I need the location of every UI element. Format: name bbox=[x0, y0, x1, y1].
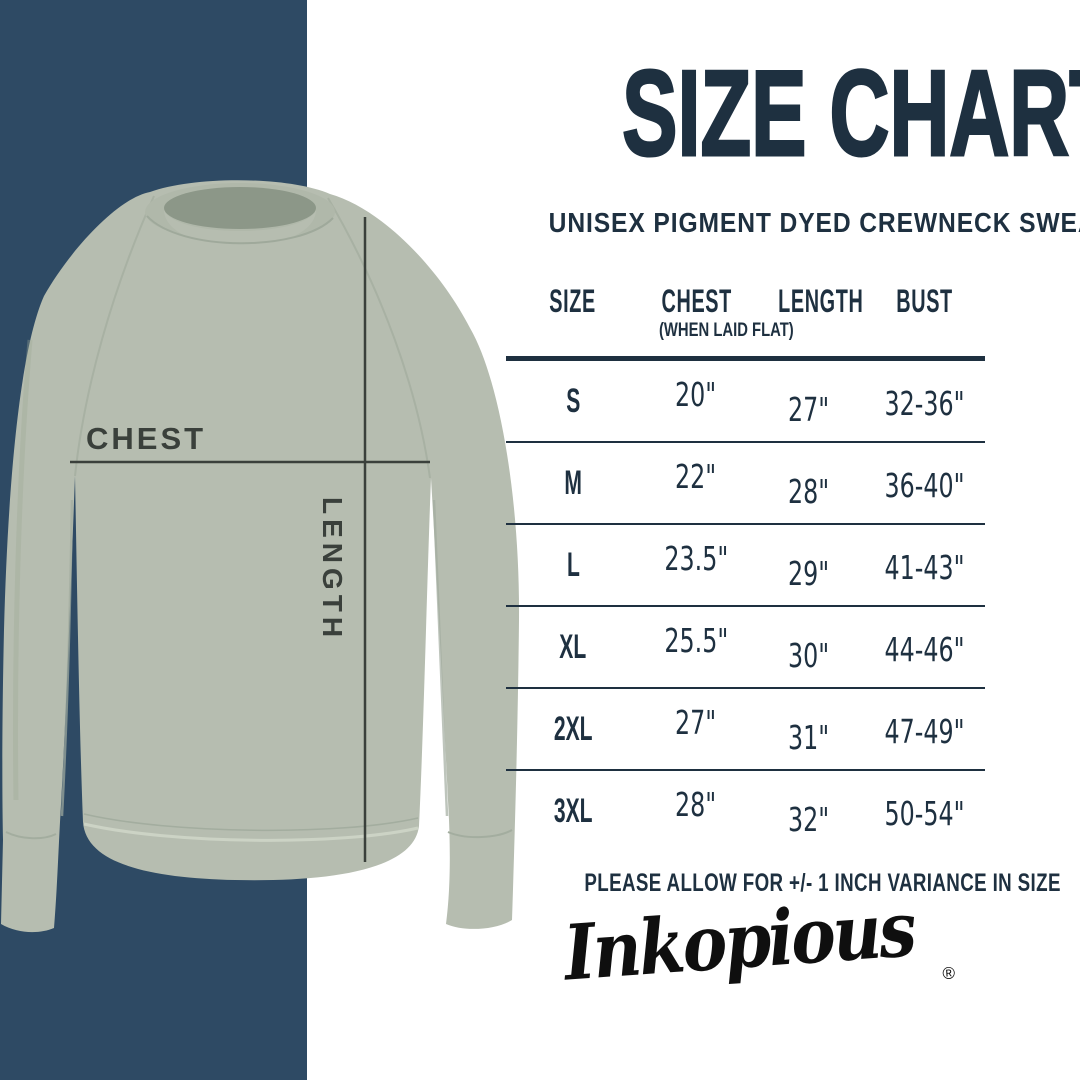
cell-length: 29" bbox=[787, 553, 830, 593]
cell-bust: 32-36" bbox=[885, 383, 965, 423]
cell-bust: 44-46" bbox=[885, 629, 965, 669]
cell-chest: 20" bbox=[675, 374, 717, 414]
cell-chest: 23.5" bbox=[664, 538, 728, 578]
table-row-l: L 23.5" 29" 41-43" bbox=[506, 525, 985, 607]
variance-note: PLEASE ALLOW FOR +/- 1 INCH VARIANCE IN … bbox=[584, 869, 1061, 897]
sweatshirt-photo bbox=[1, 180, 520, 933]
column-header-bust: BUST bbox=[896, 283, 954, 319]
column-header-length: LENGTH bbox=[778, 283, 864, 319]
left-cuff-seam bbox=[5, 831, 57, 840]
table-row-m: M 22" 28" 36-40" bbox=[506, 443, 985, 525]
table-row-xl: XL 25.5" 30" 44-46" bbox=[506, 607, 985, 689]
cell-bust: 50-54" bbox=[885, 793, 965, 833]
table-row-2xl: 2XL 27" 31" 47-49" bbox=[506, 689, 985, 771]
page-title-text: SIZE CHART bbox=[621, 45, 1080, 181]
cell-bust: 41-43" bbox=[885, 547, 965, 587]
cell-chest: 25.5" bbox=[664, 620, 728, 660]
cell-bust: 47-49" bbox=[885, 711, 965, 751]
collar-opening bbox=[164, 187, 316, 229]
sweatshirt-silhouette bbox=[1, 180, 520, 933]
table-row-s: S 20" 27" 32-36" bbox=[506, 361, 985, 443]
registered-mark: ® bbox=[941, 963, 956, 984]
chest-measure-label: CHEST bbox=[86, 421, 207, 456]
brand-logo-text: Inkopious bbox=[560, 884, 917, 998]
cell-length: 27" bbox=[787, 389, 830, 429]
page-subtitle-text: UNISEX PIGMENT DYED CREWNECK SWEATSHIRT bbox=[548, 207, 1080, 238]
cell-length: 31" bbox=[787, 717, 830, 757]
column-subheader-chest: (WHEN LAID FLAT) bbox=[658, 320, 794, 341]
table-row-3xl: 3XL 28" 32" 50-54" bbox=[506, 771, 985, 851]
page-title: SIZE CHART bbox=[505, 51, 1080, 176]
table-header-row: SIZE CHEST (WHEN LAID FLAT) LENGTH BUST bbox=[506, 285, 985, 340]
column-header-size: SIZE bbox=[549, 283, 597, 319]
cell-size: 2XL bbox=[553, 710, 593, 748]
cell-chest: 28" bbox=[675, 784, 717, 824]
cell-chest: 27" bbox=[675, 702, 717, 742]
length-measure-label: LENGTH bbox=[317, 497, 348, 643]
cell-chest: 22" bbox=[675, 456, 717, 496]
cell-size: S bbox=[565, 382, 581, 420]
page-subtitle: UNISEX PIGMENT DYED CREWNECK SWEATSHIRT bbox=[505, 207, 1080, 239]
cell-length: 32" bbox=[787, 799, 830, 839]
cell-length: 30" bbox=[787, 635, 830, 675]
left-sleeve-inner-shadow bbox=[60, 499, 74, 817]
cell-bust: 36-40" bbox=[885, 465, 965, 505]
right-cuff-seam bbox=[447, 829, 513, 839]
right-armhole-seam bbox=[327, 197, 431, 479]
cell-size: L bbox=[566, 546, 580, 584]
hem-seam-light bbox=[83, 822, 419, 842]
hem-seam-dark bbox=[83, 813, 419, 832]
left-armhole-seam bbox=[74, 195, 155, 477]
cell-length: 28" bbox=[787, 471, 830, 511]
column-header-chest: CHEST (WHEN LAID FLAT) bbox=[658, 283, 794, 341]
collar-seam bbox=[146, 215, 334, 245]
cell-size: XL bbox=[559, 628, 587, 666]
left-sleeve-fold-shadow bbox=[13, 339, 33, 801]
cell-size: M bbox=[564, 464, 582, 502]
right-sleeve-inner-shadow bbox=[432, 499, 449, 817]
size-table: S 20" 27" 32-36" M 22" 28" 36-40" L 23.5… bbox=[506, 361, 985, 851]
table-header-rule bbox=[506, 356, 985, 361]
cell-size: 3XL bbox=[553, 792, 593, 830]
collar-front-band bbox=[164, 210, 316, 246]
